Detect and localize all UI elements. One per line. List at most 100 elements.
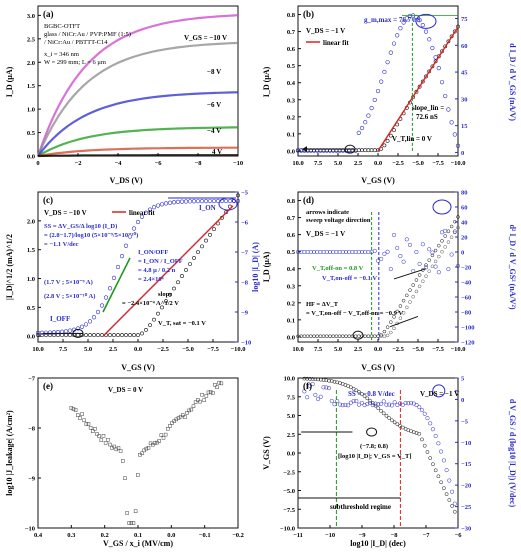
panel-c-tag: (c) [43,195,53,205]
x-tick-label: −4 [115,160,123,167]
forward-point [382,329,387,334]
leakage-point [187,408,191,413]
panel-b-plot [295,13,461,154]
y-tick-label: 1.0 [27,107,35,114]
sqrt-id-point [124,333,128,337]
d2-point [388,267,393,272]
log-id-point [195,199,201,204]
leakage-point [136,473,140,477]
panel-b-tag: (b) [303,9,314,19]
d2-ellipse [432,199,452,215]
d2-point [455,263,461,269]
panel-c-slope-1: slope [158,291,172,298]
leakage-point [78,416,82,420]
log-id-point [39,330,45,335]
sqrt-id-point [200,244,204,249]
d2-point [308,249,313,255]
d2-point [353,249,358,255]
log-id-point [191,199,197,204]
y-tick-label: 0.4 [287,266,296,273]
panel-f-regime: subthreshold regime [330,503,391,511]
linear-fit [102,205,234,337]
vgs-point [411,430,416,435]
ss-point [335,399,340,404]
panel-c-ylabel: |I_D|^1/2 (mA)^1/2 [5,234,14,300]
y2-tick-label: −7 [241,250,249,257]
y-tick-label: 0.0 [27,154,35,161]
panel-c-onoff-2: = I_ON / I_OFF [138,258,183,265]
x-tick-label: −2.5 [157,346,170,353]
panel-a-vgs-label-3: −6 V [207,101,221,109]
id-ellipse [352,330,364,340]
y2-tick-label: 20 [461,235,468,242]
y-tick-label: 0.0 [27,334,35,341]
y2-tick-label: 30 [461,96,468,103]
id-point [424,74,428,79]
panel-b-ylabel: I_D (μA) [262,66,271,97]
log-id-point [139,214,145,219]
d2-point [363,249,368,255]
leakage-point [193,400,198,404]
forward-point [379,333,383,337]
panel-b-vds: V_DS = −1 V [306,27,345,35]
forward-point [398,304,403,308]
panel-c-ion: I_ON [199,204,216,212]
log-id-point [211,198,217,204]
panel-a-vgs-label-1: V_GS = −10 V [184,34,227,42]
gm-point [395,33,400,38]
d2-point [302,249,307,255]
sqrt-id-point [168,292,172,297]
x-tick-label: 2.5 [354,346,363,353]
log-id-point [207,198,213,204]
sqrt-id-point [88,333,92,337]
output-curve [37,126,238,157]
sqrt-id-point [152,317,156,322]
log-id-point [223,198,229,204]
d2-point [334,249,339,255]
reverse-point [446,240,451,244]
vgs-point [384,413,389,418]
forward-point [453,219,457,224]
vgs-point [362,394,367,398]
d2-point [427,247,432,252]
panel-f-y2label: d V_GS / d (log10 |I_D|) (V/dec) [508,399,517,508]
vgs-point [379,408,383,413]
leakage-point [123,476,127,480]
x-tick-label: −0.1 [199,532,211,539]
panel-a-vgs-label-4: −4 V [207,127,221,135]
vgs-point [318,377,323,382]
x-tick-label: 10.0 [292,160,303,167]
d2-point [420,242,425,247]
output-curve [36,14,239,157]
gm-point [449,120,454,125]
y-tick-label: 7.5 [287,394,296,401]
ss-point [425,416,430,421]
d2-point [372,248,377,253]
y2-tick-label: −9 [241,310,249,317]
forward-point [443,234,447,238]
reverse-point [411,294,415,299]
forward-point [449,224,454,229]
d2-point [375,258,381,263]
x-tick-label: −2 [75,160,82,167]
leakage-point [133,509,138,513]
y-tick-label: 0.0 [287,334,295,341]
gm-point [391,41,397,46]
vgs-point [414,431,419,435]
panel-c-y2label: log10 |I_D| (A) [251,242,260,292]
panel-c-point-1: (1.7 V ; 5×10⁻⁹ A) [44,279,93,286]
d2-point [295,249,301,255]
gm-point [382,69,387,75]
ss-point [403,400,408,406]
leakage-point [73,408,78,412]
panel-b: 10.0 7.5 5.0 2.5 0.0 −2.5 −5.0 −7.5 −10.0 0.0 0.1 0… [262,5,517,185]
sqrt-id-point [84,333,88,337]
sqrt-id-point [140,331,144,336]
forward-point [389,320,393,324]
d2-point [379,256,384,261]
panel-d-ticks: 10.0 7.5 5.0 2.5 0.0 −2.5 −5.0 −7.5 −10.0 0.0 0.1 0… [287,190,475,354]
log-id-point [119,254,125,259]
panel-f-ss: SS = −0.8 V/dec [348,390,395,398]
x-tick-label: −0.2 [232,532,244,539]
sqrt-id-point [164,299,168,304]
